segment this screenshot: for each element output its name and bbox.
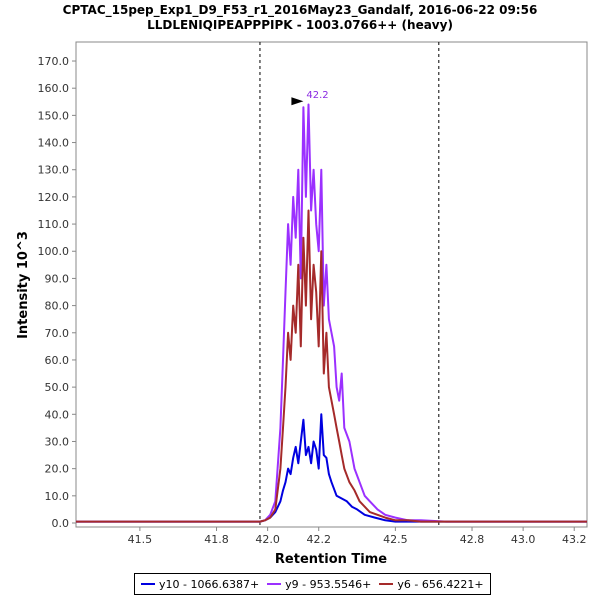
y-tick-label: 50.0 [45, 381, 70, 394]
y-tick-label: 140.0 [38, 137, 70, 150]
legend-swatch [141, 583, 155, 585]
y-tick-label: 70.0 [45, 327, 70, 340]
y-tick-label: 10.0 [45, 490, 70, 503]
y-tick-label: 110.0 [38, 218, 70, 231]
y-tick-label: 80.0 [45, 300, 70, 313]
series-line-y9 [76, 103, 587, 523]
legend-item-y9: y9 - 953.5546+ [267, 578, 371, 591]
y-tick-label: 130.0 [38, 164, 70, 177]
series-lines [76, 103, 587, 523]
x-axis-label: Retention Time [275, 552, 387, 567]
y-tick-label: 160.0 [38, 82, 70, 95]
legend-swatch [379, 583, 394, 585]
x-axis: 41.5 41.8 42.0 42.2 42.5 42.8 43.0 43.2 [128, 527, 587, 546]
x-tick-label: 43.2 [562, 533, 587, 546]
y-axis-label: Intensity 10^3 [16, 231, 31, 339]
legend-label: y10 - 1066.6387+ [159, 577, 260, 591]
y-axis: 0.0 10.0 20.0 30.0 40.0 50.0 60.0 70.0 80.0 90.0 1… [38, 55, 76, 530]
x-tick-label: 42.8 [460, 533, 485, 546]
y-tick-label: 30.0 [45, 435, 70, 448]
y-tick-label: 40.0 [45, 408, 70, 421]
x-tick-label: 42.0 [255, 533, 280, 546]
legend: y10 - 1066.6387+ y9 - 953.5546+ y6 - 656… [134, 573, 491, 595]
y-tick-label: 170.0 [38, 55, 70, 68]
peak-annotation: 42.2 [291, 90, 329, 106]
y-tick-label: 120.0 [38, 191, 70, 204]
legend-label: y9 - 953.5546+ [285, 577, 372, 591]
x-tick-label: 42.5 [383, 533, 408, 546]
peak-label: 42.2 [306, 90, 328, 101]
integration-boundaries [259, 42, 440, 527]
chart-title: CPTAC_15pep_Exp1_D9_F53_r1_2016May23_Gan… [63, 3, 538, 18]
series-line-y10 [76, 413, 587, 523]
chart-subtitle: LLDLENIQIPEAPPPIPK - 1003.0766++ (heavy) [147, 18, 453, 32]
x-tick-label: 43.0 [511, 533, 536, 546]
legend-item-y6: y6 - 656.4221+ [379, 577, 484, 591]
y-tick-label: 0.0 [52, 517, 70, 530]
x-tick-label: 41.8 [204, 533, 229, 546]
x-tick-label: 42.2 [306, 533, 331, 546]
x-tick-label: 41.5 [128, 533, 153, 546]
y-tick-label: 100.0 [38, 245, 70, 258]
legend-item-y10: y10 - 1066.6387+ [141, 578, 259, 591]
plot-area [75, 41, 588, 528]
peak-arrow-icon [291, 97, 304, 106]
legend-swatch [267, 583, 282, 585]
legend-label: y6 - 656.4221+ [397, 577, 484, 591]
y-tick-label: 150.0 [38, 109, 70, 122]
y-tick-label: 20.0 [45, 463, 70, 476]
y-tick-label: 90.0 [45, 272, 70, 285]
y-tick-label: 60.0 [45, 354, 70, 367]
series-line-y6 [76, 209, 587, 523]
